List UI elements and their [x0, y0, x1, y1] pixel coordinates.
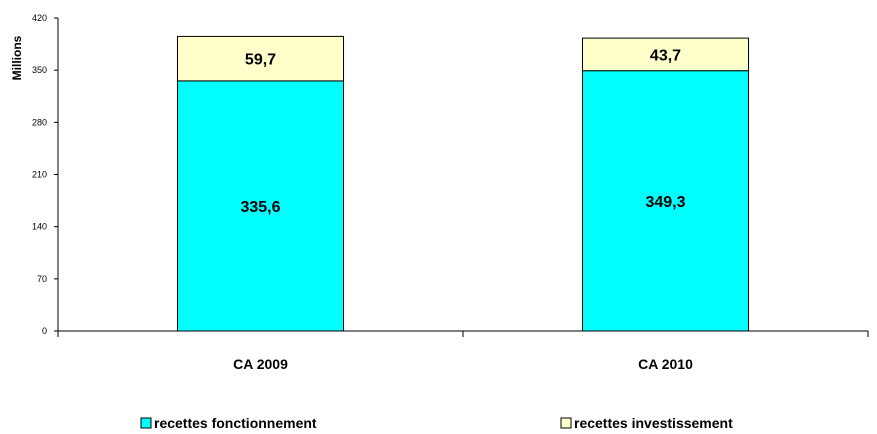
- bars-group: [176, 35, 750, 332]
- data-label: 349,3: [645, 194, 685, 211]
- legend-label: recettes investissement: [574, 415, 733, 431]
- y-tick-label: 210: [32, 170, 47, 180]
- legend: recettes fonctionnement recettes investis…: [140, 415, 733, 431]
- legend-swatch: [560, 417, 572, 429]
- y-axis-title: Millions: [10, 35, 24, 80]
- data-label: 59,7: [245, 52, 276, 69]
- data-labels-group: 335,6 59,7 349,3 43,7: [240, 47, 685, 216]
- x-category-label: CA 2009: [233, 356, 288, 372]
- legend-swatch: [140, 417, 152, 429]
- legend-label: recettes fonctionnement: [154, 415, 317, 431]
- data-label: 43,7: [650, 47, 681, 64]
- y-tick-label: 350: [32, 65, 47, 75]
- y-tick-label: 0: [42, 326, 47, 336]
- bar-segment: [176, 80, 345, 332]
- bar-segment: [581, 37, 750, 72]
- y-tick-label: 70: [37, 274, 47, 284]
- x-category-label: CA 2010: [638, 356, 693, 372]
- bar-segment: [176, 35, 345, 82]
- y-axis: 0 70 140 210 280 350 420: [32, 13, 59, 336]
- y-tick-label: 420: [32, 13, 47, 23]
- y-tick-label: 280: [32, 117, 47, 127]
- y-tick-label: 140: [32, 222, 47, 232]
- data-label: 335,6: [240, 199, 280, 216]
- x-axis: CA 2009 CA 2010: [57, 330, 869, 372]
